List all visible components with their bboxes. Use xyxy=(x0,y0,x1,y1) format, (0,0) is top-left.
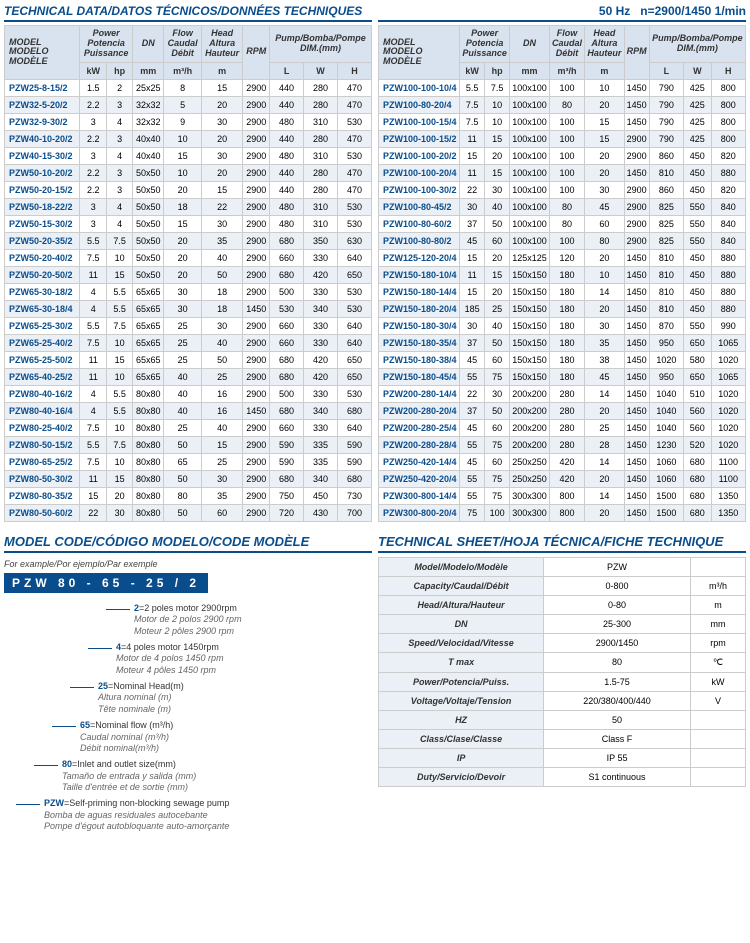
spec-row: Duty/Servicio/DevoirS1 continuous xyxy=(379,767,746,786)
table-row: PZW150-180-10/4 1115150x150180 101450810… xyxy=(379,266,746,283)
spec-row: T max80℃ xyxy=(379,652,746,672)
table-row: PZW100-100-10/4 5.57.5100x100100 1014507… xyxy=(379,79,746,96)
table-row: PZW32-5-20/2 2.2332x325 202900440280470 xyxy=(5,96,372,113)
table-row: PZW150-180-14/4 1520150x150180 141450810… xyxy=(379,283,746,300)
table-row: PZW150-180-30/4 3040150x150180 301450870… xyxy=(379,317,746,334)
table-row: PZW250-420-20/4 5575250x250420 201450106… xyxy=(379,470,746,487)
table-row: PZW200-280-14/4 2230200x200280 141450104… xyxy=(379,385,746,402)
table-row: PZW50-10-20/2 2.2350x5010 20290044028047… xyxy=(5,164,372,181)
table-row: PZW100-100-15/2 1115100x100100 152900790… xyxy=(379,130,746,147)
header-title: TECHNICAL DATA/DATOS TÉCNICOS/DONNÉES TE… xyxy=(4,4,362,18)
spec-row: Power/Potencia/Puiss.1.5-75kW xyxy=(379,672,746,691)
techsheet-title: TECHNICAL SHEET/HOJA TÉCNICA/FICHE TECHN… xyxy=(378,534,746,553)
spec-table: Model/Modelo/ModèlePZW Capacity/Caudal/D… xyxy=(378,557,746,787)
data-table-right: MODEL MODELO MODÈLE Power Potencia Puiss… xyxy=(378,25,746,522)
table-row: PZW100-80-60/2 3750100x10080 60290082555… xyxy=(379,215,746,232)
code-tree: 2=2 poles motor 2900rpm Motor de 2 polos… xyxy=(4,603,372,833)
table-row: PZW65-25-50/2 111565x6525 50290068042065… xyxy=(5,351,372,368)
table-row: PZW250-420-14/4 4560250x250420 141450106… xyxy=(379,453,746,470)
table-row: PZW50-15-30/2 3450x5015 302900480310530 xyxy=(5,215,372,232)
table-row: PZW100-80-45/2 3040100x10080 45290082555… xyxy=(379,198,746,215)
table-row: PZW150-180-35/4 3750150x150180 351450950… xyxy=(379,334,746,351)
table-row: PZW65-25-40/2 7.51065x6525 4029006603306… xyxy=(5,334,372,351)
spec-row: Capacity/Caudal/Débit0-800m³/h xyxy=(379,576,746,595)
table-row: PZW65-40-25/2 111065x6540 25290068042065… xyxy=(5,368,372,385)
code-item: 4=4 poles motor 1450rpm Motor de 4 polos… xyxy=(116,642,372,677)
table-row: PZW100-100-30/2 2230100x100100 302900860… xyxy=(379,181,746,198)
table-row: PZW150-180-20/4 18525150x150180 20145081… xyxy=(379,300,746,317)
table-row: PZW125-120-20/4 1520125x125120 201450810… xyxy=(379,249,746,266)
code-item: PZW=Self-priming non-blocking sewage pum… xyxy=(44,798,372,833)
table-row: PZW50-20-50/2 111550x5020 50290068042065… xyxy=(5,266,372,283)
table-row: PZW40-10-20/2 2.2340x4010 20290044028047… xyxy=(5,130,372,147)
code-example: PZW 80 - 65 - 25 / 2 xyxy=(4,573,208,593)
table-row: PZW80-40-16/2 45.580x8040 16290050033053… xyxy=(5,385,372,402)
table-row: PZW80-50-60/2 223080x8050 60290072043070… xyxy=(5,504,372,521)
table-row: PZW200-280-20/4 3750200x200280 201450104… xyxy=(379,402,746,419)
table-row: PZW200-280-28/4 5575200x200280 281450123… xyxy=(379,436,746,453)
table-row: PZW65-30-18/2 45.565x6530 18290050033053… xyxy=(5,283,372,300)
code-item: 25=Nominal Head(m) Altura nominal (m) Tê… xyxy=(98,681,372,716)
table-row: PZW40-15-30/2 3440x4015 302900480310530 xyxy=(5,147,372,164)
table-row: PZW50-20-35/2 5.57.550x5020 352900680350… xyxy=(5,232,372,249)
table-row: PZW80-25-40/2 7.51080x8025 4029006603306… xyxy=(5,419,372,436)
spec-row: Head/Altura/Hauteur0-80m xyxy=(379,595,746,614)
table-row: PZW50-20-15/2 2.2350x5020 15290044028047… xyxy=(5,181,372,198)
modelcode-title: MODEL CODE/CÓDIGO MODELO/CODE MODÈLE xyxy=(4,534,372,553)
table-row: PZW100-80-80/2 4560100x100100 8029008255… xyxy=(379,232,746,249)
example-label: For example/Por ejemplo/Par exemple xyxy=(4,559,372,569)
spec-row: DN25-300mm xyxy=(379,614,746,633)
table-row: PZW80-50-30/2 111580x8050 30290068034068… xyxy=(5,470,372,487)
code-item: 80=Inlet and outlet size(mm) Tamaño de e… xyxy=(62,759,372,794)
table-row: PZW100-100-20/4 1115100x100100 201450810… xyxy=(379,164,746,181)
table-row: PZW50-20-40/2 7.51050x5020 4029006603306… xyxy=(5,249,372,266)
table-row: PZW200-280-25/4 4560200x200280 251450104… xyxy=(379,419,746,436)
table-row: PZW300-800-20/4 75100300x300800 20145015… xyxy=(379,504,746,521)
spec-row: Speed/Velocidad/Vitesse2900/1450rpm xyxy=(379,633,746,652)
header-bar-left: TECHNICAL DATA/DATOS TÉCNICOS/DONNÉES TE… xyxy=(4,4,372,22)
header-freq: 50 Hz n=2900/1450 1/min xyxy=(599,4,746,18)
spec-row: HZ50 xyxy=(379,710,746,729)
table-row: PZW65-30-18/4 45.565x6530 18145053034053… xyxy=(5,300,372,317)
table-row: PZW80-50-15/2 5.57.580x8050 152900590335… xyxy=(5,436,372,453)
spec-row: Class/Clase/ClasseClass F xyxy=(379,729,746,748)
table-row: PZW150-180-45/4 5575150x150180 451450950… xyxy=(379,368,746,385)
table-row: PZW32-9-30/2 3432x329 302900480310530 xyxy=(5,113,372,130)
spec-row: IPIP 55 xyxy=(379,748,746,767)
table-row: PZW25-8-15/2 1.5225x258 152900440280470 xyxy=(5,79,372,96)
spec-row: Model/Modelo/ModèlePZW xyxy=(379,557,746,576)
data-table-left: MODEL MODELO MODÈLE Power Potencia Puiss… xyxy=(4,25,372,522)
table-row: PZW80-65-25/2 7.51080x8065 2529005903355… xyxy=(5,453,372,470)
code-item: 65=Nominal flow (m³/h) Caudal nominal (m… xyxy=(80,720,372,755)
table-row: PZW50-18-22/2 3450x5018 222900480310530 xyxy=(5,198,372,215)
table-row: PZW100-100-15/4 7.510100x100100 15145079… xyxy=(379,113,746,130)
spec-row: Voltage/Voltaje/Tension220/380/400/440V xyxy=(379,691,746,710)
table-row: PZW80-40-16/4 45.580x8040 16145068034068… xyxy=(5,402,372,419)
code-item: 2=2 poles motor 2900rpm Motor de 2 polos… xyxy=(134,603,372,638)
table-row: PZW100-80-20/4 7.510100x10080 2014507904… xyxy=(379,96,746,113)
table-row: PZW100-100-20/2 1520100x100100 202900860… xyxy=(379,147,746,164)
table-row: PZW80-80-35/2 152080x8080 35290075045073… xyxy=(5,487,372,504)
table-row: PZW300-800-14/4 5575300x300800 141450150… xyxy=(379,487,746,504)
table-row: PZW150-180-38/4 4560150x150180 381450102… xyxy=(379,351,746,368)
header-bar-right: 50 Hz n=2900/1450 1/min xyxy=(378,4,746,22)
table-row: PZW65-25-30/2 5.57.565x6525 302900660330… xyxy=(5,317,372,334)
